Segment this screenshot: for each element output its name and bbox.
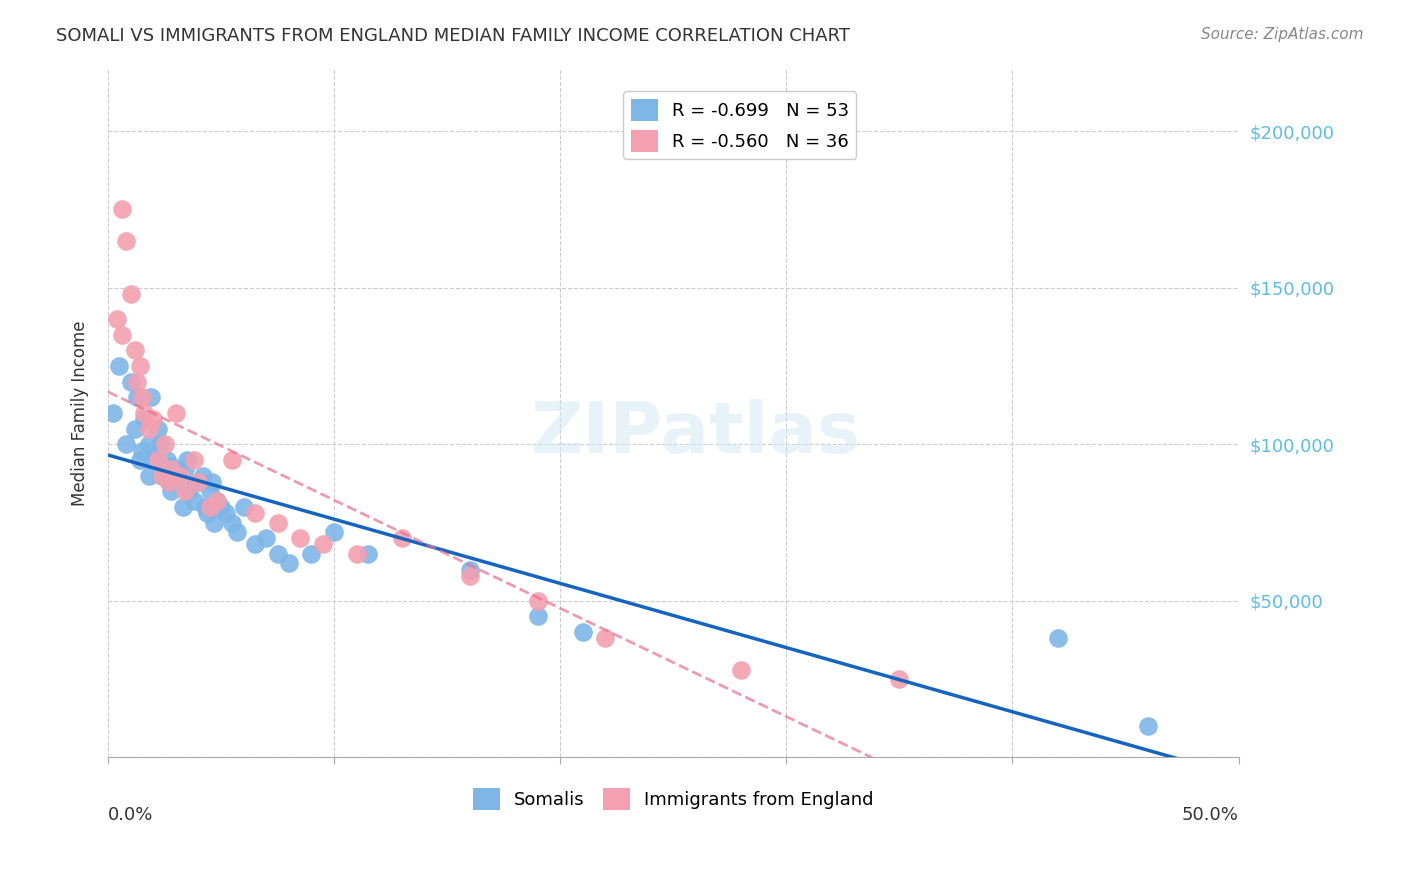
Point xyxy=(139,390,162,404)
Point xyxy=(202,516,225,530)
Point xyxy=(110,327,132,342)
Point xyxy=(173,484,195,499)
Point xyxy=(183,493,205,508)
Point xyxy=(146,422,169,436)
Point xyxy=(526,594,548,608)
Point xyxy=(277,556,299,570)
Point xyxy=(138,437,160,451)
Point xyxy=(131,443,153,458)
Point xyxy=(1137,719,1160,733)
Point xyxy=(138,468,160,483)
Point xyxy=(225,524,247,539)
Point xyxy=(127,375,149,389)
Point xyxy=(165,468,187,483)
Text: ZIPatlas: ZIPatlas xyxy=(531,399,860,468)
Point xyxy=(266,547,288,561)
Point xyxy=(205,493,228,508)
Point xyxy=(198,484,221,499)
Point xyxy=(221,453,243,467)
Point xyxy=(730,663,752,677)
Point xyxy=(179,484,201,499)
Point xyxy=(198,500,221,514)
Point xyxy=(142,453,165,467)
Point xyxy=(110,202,132,217)
Point xyxy=(120,375,142,389)
Point xyxy=(187,475,209,489)
Point xyxy=(221,516,243,530)
Point xyxy=(173,462,195,476)
Point xyxy=(115,234,138,248)
Point xyxy=(134,406,156,420)
Point xyxy=(288,531,311,545)
Point xyxy=(131,390,153,404)
Point xyxy=(142,412,165,426)
Point xyxy=(458,569,481,583)
Point xyxy=(187,475,209,489)
Point xyxy=(157,475,180,489)
Point xyxy=(243,506,266,520)
Point xyxy=(391,531,413,545)
Point xyxy=(169,475,191,489)
Point xyxy=(150,468,173,483)
Point xyxy=(146,453,169,467)
Point xyxy=(127,390,149,404)
Point xyxy=(526,609,548,624)
Point xyxy=(156,453,179,467)
Point xyxy=(149,437,172,451)
Point xyxy=(160,462,183,476)
Point xyxy=(115,437,138,451)
Point xyxy=(160,459,183,474)
Text: 50.0%: 50.0% xyxy=(1181,805,1239,823)
Legend: Somalis, Immigrants from England: Somalis, Immigrants from England xyxy=(465,780,882,817)
Point xyxy=(194,500,217,514)
Point xyxy=(323,524,346,539)
Point xyxy=(134,412,156,426)
Text: SOMALI VS IMMIGRANTS FROM ENGLAND MEDIAN FAMILY INCOME CORRELATION CHART: SOMALI VS IMMIGRANTS FROM ENGLAND MEDIAN… xyxy=(56,27,851,45)
Point xyxy=(205,493,228,508)
Point xyxy=(209,500,232,514)
Point xyxy=(128,453,150,467)
Point xyxy=(197,506,219,520)
Point xyxy=(153,437,176,451)
Point xyxy=(108,359,131,373)
Point xyxy=(357,547,380,561)
Point xyxy=(266,516,288,530)
Point xyxy=(172,500,194,514)
Point xyxy=(124,343,146,358)
Point xyxy=(176,453,198,467)
Point xyxy=(138,422,160,436)
Point xyxy=(153,462,176,476)
Point xyxy=(572,625,595,640)
Point xyxy=(101,406,124,420)
Point xyxy=(150,468,173,483)
Y-axis label: Median Family Income: Median Family Income xyxy=(72,320,89,506)
Point xyxy=(346,547,368,561)
Point xyxy=(128,359,150,373)
Point xyxy=(165,406,187,420)
Point xyxy=(232,500,254,514)
Point xyxy=(169,468,191,483)
Point xyxy=(124,422,146,436)
Point xyxy=(157,475,180,489)
Point xyxy=(191,468,214,483)
Point xyxy=(301,547,323,561)
Point xyxy=(595,632,617,646)
Point xyxy=(458,562,481,576)
Point xyxy=(243,537,266,551)
Point xyxy=(183,453,205,467)
Point xyxy=(160,484,183,499)
Point xyxy=(105,312,128,326)
Text: Source: ZipAtlas.com: Source: ZipAtlas.com xyxy=(1201,27,1364,42)
Point xyxy=(889,672,911,686)
Point xyxy=(1046,632,1069,646)
Point xyxy=(201,475,224,489)
Point xyxy=(120,287,142,301)
Point xyxy=(312,537,335,551)
Text: 0.0%: 0.0% xyxy=(108,805,153,823)
Point xyxy=(254,531,277,545)
Point xyxy=(214,506,236,520)
